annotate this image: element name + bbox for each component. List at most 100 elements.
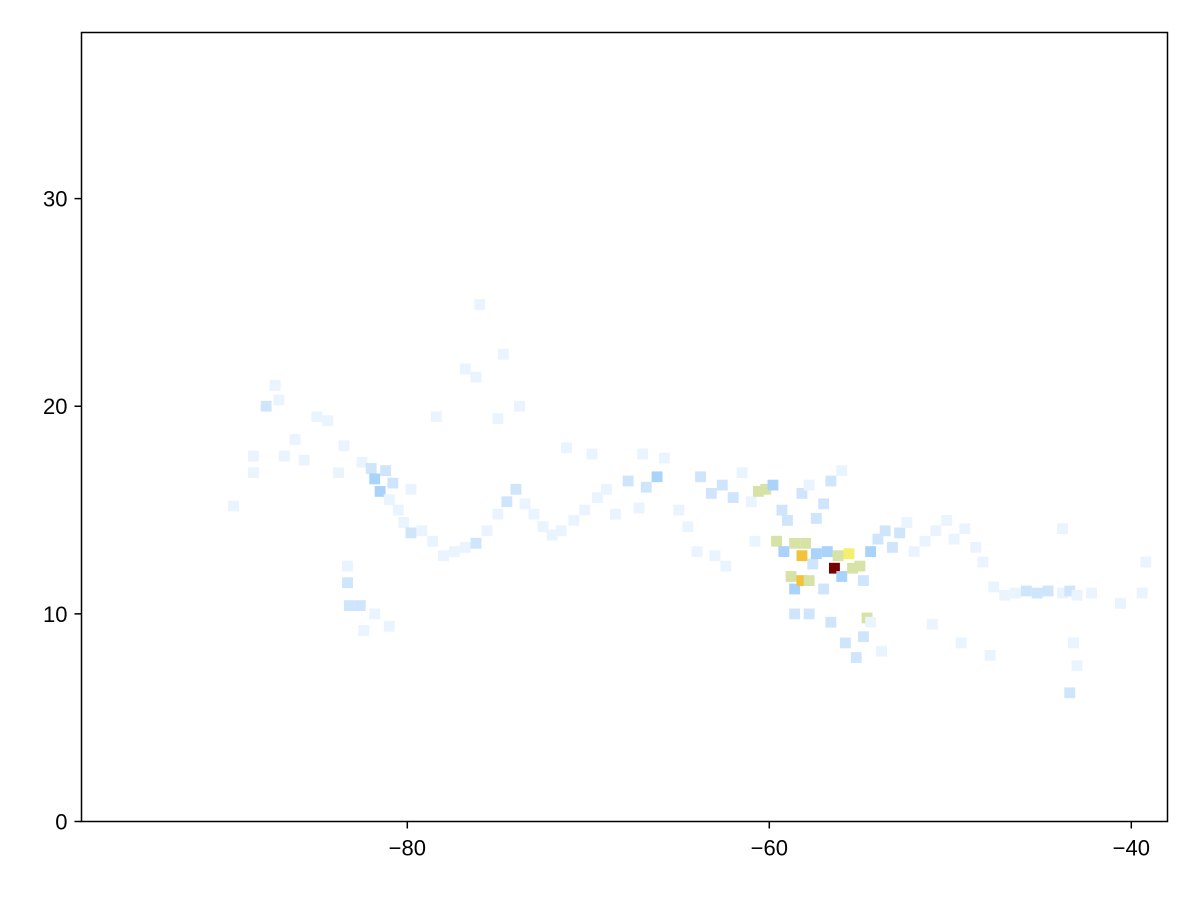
heatmap-bin xyxy=(501,496,513,508)
heatmap-bin xyxy=(343,600,355,611)
y-tick-label: 30 xyxy=(43,187,67,212)
heatmap-bin xyxy=(858,631,869,643)
heatmap-bin xyxy=(481,525,493,537)
heatmap-bin xyxy=(789,537,801,549)
heatmap-bin xyxy=(955,637,967,649)
heatmap-bin xyxy=(427,535,439,547)
heatmap-bin xyxy=(658,452,670,464)
heatmap-bin xyxy=(865,616,877,628)
heatmap-bin xyxy=(497,348,509,360)
heatmap-bin xyxy=(1064,687,1076,699)
heatmap-bin xyxy=(474,299,486,310)
heatmap-bin xyxy=(289,434,301,445)
heatmap-bin xyxy=(767,479,779,491)
heatmap-bin xyxy=(1140,556,1152,568)
heatmap-bin xyxy=(311,411,323,422)
heatmap-bin xyxy=(1057,523,1068,535)
heatmap-bin xyxy=(405,527,417,539)
heatmap-bin xyxy=(416,525,428,537)
heatmap-bin xyxy=(383,620,395,632)
heatmap-bin xyxy=(369,473,381,485)
heatmap-bin xyxy=(1042,585,1054,597)
heatmap-bin xyxy=(392,504,404,516)
heatmap-bin xyxy=(248,450,259,462)
heatmap-bin xyxy=(519,498,531,510)
heatmap-bin xyxy=(908,546,920,557)
heatmap-bin xyxy=(228,500,239,512)
heatmap-bin xyxy=(528,508,540,520)
heatmap-bin xyxy=(839,637,851,649)
heatmap-bin xyxy=(358,625,370,636)
heatmap-bin xyxy=(374,486,386,497)
heatmap-bin xyxy=(879,525,891,537)
y-tick-label: 20 xyxy=(43,394,67,419)
heatmap-bin xyxy=(338,440,350,452)
heatmap-bin xyxy=(248,467,259,479)
heatmap-bin xyxy=(847,562,858,574)
heatmap-bin xyxy=(760,483,772,495)
heatmap-bin xyxy=(637,448,649,460)
heatmap-bin xyxy=(818,498,830,510)
heatmap-bin xyxy=(720,560,732,572)
heatmap-bin xyxy=(776,504,788,516)
heatmap-bin xyxy=(298,454,310,466)
heatmap-bin xyxy=(749,535,761,547)
heatmap-bin xyxy=(854,560,866,572)
heatmap-bin xyxy=(810,513,822,524)
heatmap-bin xyxy=(825,616,837,628)
heatmap-bin xyxy=(984,650,996,661)
heatmap-bin xyxy=(673,504,685,516)
heatmap-bin xyxy=(1071,660,1083,672)
heatmap-bin xyxy=(807,558,819,570)
heatmap-bin xyxy=(800,537,811,549)
heatmap-bin xyxy=(736,467,748,479)
x-tick-label: −60 xyxy=(751,836,788,861)
heatmap-bin xyxy=(459,363,471,375)
heatmap-bin xyxy=(1031,587,1043,599)
heatmap-bin xyxy=(1064,585,1076,597)
heatmap-bin xyxy=(470,537,482,549)
heatmap-bin xyxy=(387,477,399,489)
heatmap-bin xyxy=(705,488,717,499)
heatmap-bin xyxy=(1136,587,1148,599)
heatmap-bin xyxy=(1068,637,1079,649)
heatmap-bin xyxy=(695,471,706,483)
heatmap-bin xyxy=(727,492,739,503)
heatmap-bin xyxy=(398,517,410,528)
heatmap-bin xyxy=(369,608,381,620)
heatmap-bin xyxy=(810,548,822,560)
heatmap-bin xyxy=(492,508,504,520)
heatmap-bin xyxy=(510,483,522,495)
heatmap-bin xyxy=(988,581,1000,593)
heatmap-bin xyxy=(333,467,344,479)
heatmap-bin xyxy=(836,571,848,582)
heatmap-bin xyxy=(322,415,334,427)
heatmap-bin xyxy=(273,394,285,406)
heatmap-bin xyxy=(785,571,797,582)
heatmap-bin xyxy=(926,618,938,630)
heatmap-bin xyxy=(959,523,971,535)
heatmap-bin xyxy=(546,529,558,541)
heatmap-bin xyxy=(1010,587,1021,599)
heatmap-bin xyxy=(836,465,848,476)
heatmap-bin xyxy=(999,589,1011,601)
heatmap-bin xyxy=(405,483,417,495)
heatmap-bin xyxy=(771,535,782,547)
heatmap-bin xyxy=(691,546,703,557)
heatmap-bin xyxy=(872,533,884,545)
heatmap-bin xyxy=(459,542,471,553)
heatmap-bin xyxy=(278,450,290,462)
heatmap-bin xyxy=(796,550,808,562)
heatmap-bin xyxy=(865,546,877,557)
heatmap-bin xyxy=(383,494,395,506)
heatmap-bin xyxy=(610,508,621,520)
heatmap-bins xyxy=(228,299,1152,699)
heatmap-bin xyxy=(1020,585,1032,597)
heatmap-bin xyxy=(591,492,603,503)
heatmap-bin xyxy=(430,411,442,422)
heatmap-bin xyxy=(1115,598,1126,609)
heatmap-bin xyxy=(269,380,281,391)
heatmap-bin xyxy=(821,546,833,557)
heatmap-bin xyxy=(829,562,840,574)
